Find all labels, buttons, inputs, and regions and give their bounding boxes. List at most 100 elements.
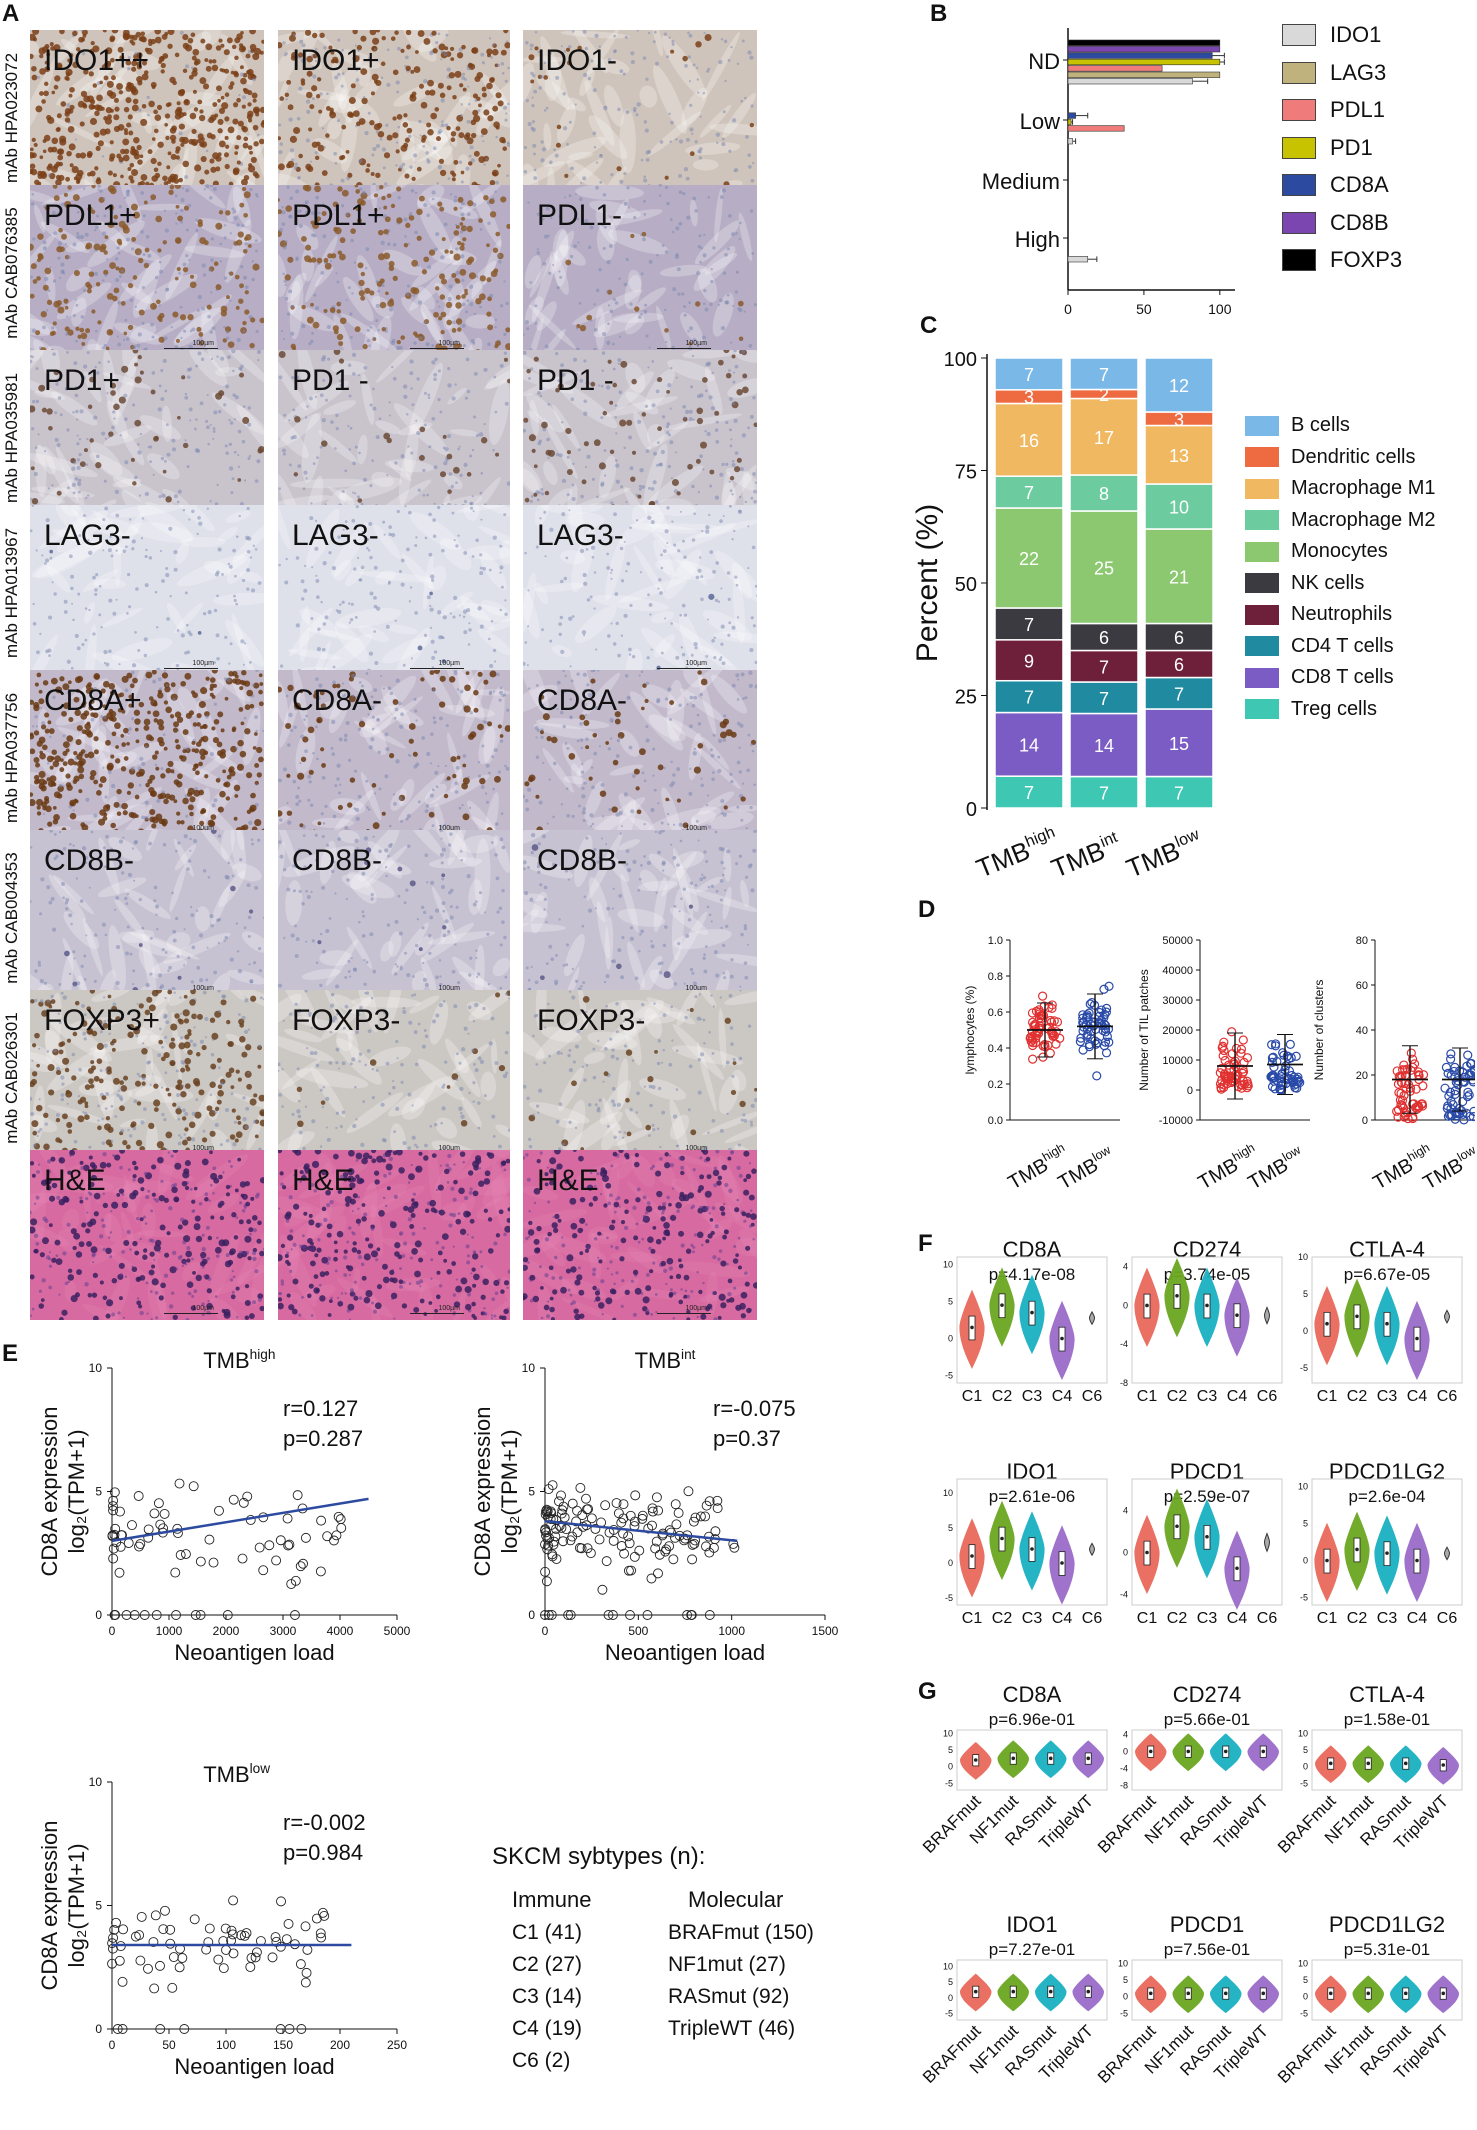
cell-nucleus: [356, 218, 362, 224]
cell-nucleus: [347, 172, 353, 178]
cell-nucleus: [170, 769, 175, 774]
cell-nucleus: [688, 326, 694, 331]
cell-nucleus: [153, 109, 158, 115]
cell-nucleus: [56, 490, 62, 496]
cell-nucleus: [736, 760, 741, 765]
cell-nucleus: [79, 327, 85, 333]
cell-nucleus: [431, 416, 436, 421]
cell-nucleus: [561, 478, 567, 484]
cell-nucleus: [529, 43, 534, 48]
cell-nucleus: [583, 581, 588, 586]
cell-nucleus: [205, 43, 213, 51]
cell-nucleus: [652, 747, 656, 751]
tissue-background: [523, 350, 757, 520]
cell-nucleus: [185, 254, 189, 258]
tissue-texture: [80, 686, 100, 736]
cell-nucleus: [305, 138, 310, 143]
cell-nucleus: [42, 284, 49, 291]
cell-nucleus: [30, 497, 33, 501]
cell-nucleus: [633, 768, 640, 775]
cell-nucleus: [49, 331, 55, 337]
cell-nucleus: [504, 118, 508, 122]
cell-nucleus: [99, 809, 106, 816]
cell-nucleus: [452, 773, 457, 779]
cell-nucleus: [185, 64, 190, 69]
cell-nucleus: [448, 472, 453, 476]
cell-nucleus: [366, 537, 370, 541]
cell-nucleus: [463, 551, 468, 555]
tissue-texture: [382, 636, 432, 664]
cell-nucleus: [451, 272, 457, 278]
cell-nucleus: [489, 670, 497, 678]
cell-nucleus: [686, 703, 689, 706]
cell-nucleus: [479, 275, 486, 282]
cell-nucleus: [104, 128, 111, 135]
cell-nucleus: [582, 30, 587, 34]
cell-nucleus: [682, 539, 686, 543]
tissue-texture: [382, 249, 424, 276]
cell-nucleus: [164, 793, 171, 800]
cell-nucleus: [106, 392, 109, 395]
cell-nucleus: [745, 827, 748, 830]
cell-nucleus: [483, 163, 486, 166]
cell-nucleus: [134, 630, 137, 634]
cell-nucleus: [202, 273, 207, 277]
cell-nucleus: [341, 72, 345, 75]
tissue-texture: [471, 505, 510, 521]
cell-nucleus: [74, 633, 79, 639]
cell-nucleus: [523, 333, 525, 336]
cell-nucleus: [218, 776, 221, 780]
cell-nucleus: [432, 688, 436, 692]
cell-nucleus: [30, 243, 34, 251]
cell-nucleus: [738, 308, 743, 313]
cell-nucleus: [657, 587, 660, 590]
cell-nucleus: [411, 259, 419, 267]
cell-nucleus: [577, 241, 580, 244]
tissue-texture: [693, 246, 736, 291]
cell-nucleus: [308, 127, 313, 132]
cell-nucleus: [617, 107, 621, 112]
cell-nucleus: [217, 98, 221, 103]
cell-nucleus: [478, 156, 486, 163]
cell-nucleus: [495, 672, 500, 677]
cell-nucleus: [134, 718, 141, 725]
cell-nucleus: [609, 400, 614, 405]
tissue-texture: [278, 355, 308, 411]
cell-nucleus: [386, 193, 392, 199]
cell-nucleus: [700, 575, 704, 579]
cell-nucleus: [506, 102, 510, 106]
cell-nucleus: [195, 228, 199, 233]
cell-nucleus: [347, 425, 350, 428]
cell-nucleus: [409, 94, 417, 102]
cell-nucleus: [129, 162, 135, 168]
cell-nucleus: [246, 549, 251, 554]
cell-nucleus: [566, 455, 570, 459]
cell-nucleus: [549, 527, 554, 532]
cell-nucleus: [709, 748, 713, 752]
cell-nucleus: [94, 272, 99, 277]
cell-nucleus: [531, 96, 534, 99]
cell-nucleus: [127, 114, 133, 120]
cell-nucleus: [333, 226, 339, 232]
cell-nucleus: [162, 175, 168, 182]
cell-nucleus: [706, 69, 710, 73]
cell-nucleus: [186, 375, 191, 379]
cell-nucleus: [585, 737, 589, 741]
cell-nucleus: [84, 750, 87, 753]
cell-nucleus: [153, 128, 159, 134]
cell-nucleus: [388, 580, 391, 584]
cell-nucleus: [235, 305, 240, 310]
tissue-image: [30, 670, 264, 840]
cell-nucleus: [349, 617, 354, 622]
cell-nucleus: [454, 383, 457, 386]
cell-nucleus: [197, 218, 203, 225]
tissue-texture: [628, 269, 642, 293]
cell-nucleus: [557, 379, 560, 382]
cell-nucleus: [295, 256, 299, 260]
cell-nucleus: [535, 683, 539, 687]
cell-nucleus: [228, 418, 231, 422]
cell-nucleus: [88, 550, 93, 555]
cell-nucleus: [237, 454, 240, 457]
cell-nucleus: [282, 767, 287, 772]
tissue-texture: [625, 391, 659, 415]
